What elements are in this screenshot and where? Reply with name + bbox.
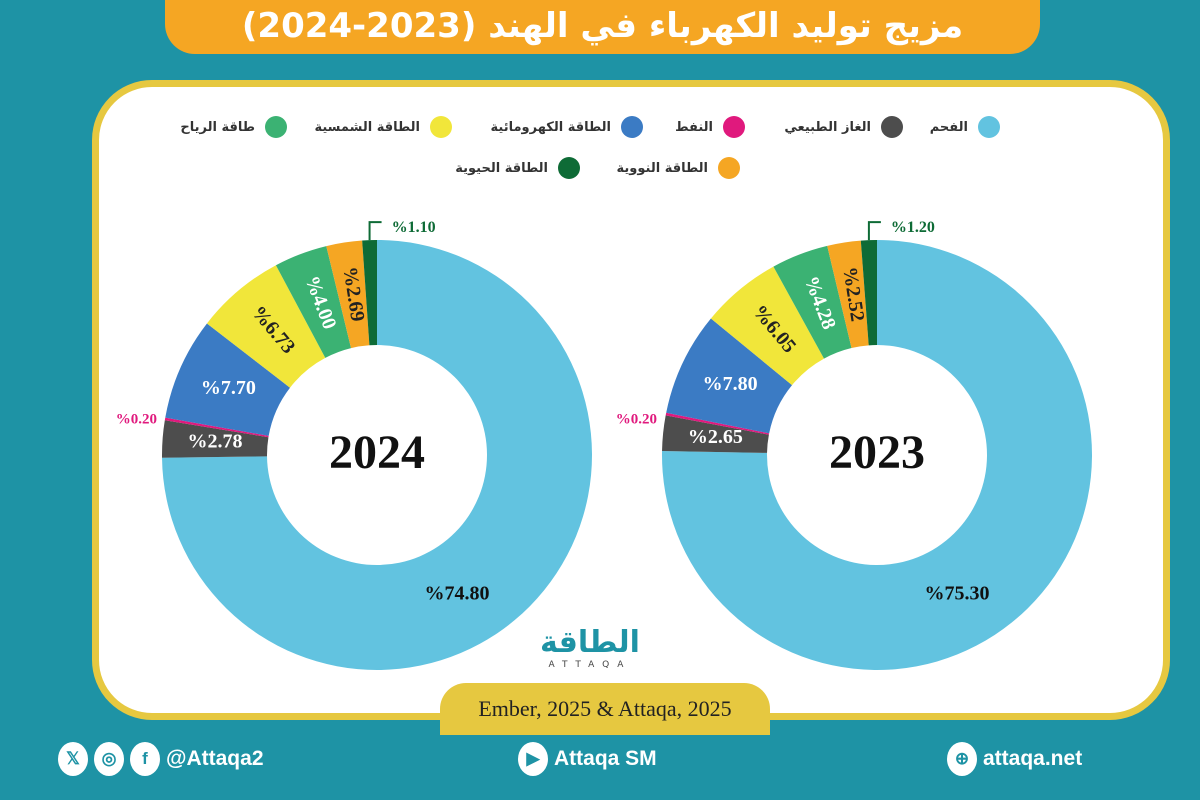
- donut-slice: [666, 318, 793, 434]
- youtube-link[interactable]: ▶ Attaqa SM: [518, 742, 657, 776]
- instagram-icon[interactable]: ◎: [94, 742, 124, 776]
- social-links: 𝕏 ◎ f @Attaqa2: [58, 742, 264, 776]
- donut-slice: [206, 265, 326, 388]
- legend-label: الطاقة الشمسية: [314, 119, 420, 135]
- donut-slice: [362, 240, 377, 346]
- legend-swatch: [265, 116, 287, 138]
- data-label: %1.20: [891, 219, 935, 236]
- facebook-icon[interactable]: f: [130, 742, 160, 776]
- donut-slice: [665, 412, 770, 435]
- legend-swatch: [723, 116, 745, 138]
- center-year-label: 2024: [329, 426, 425, 479]
- data-label: %2.78: [187, 430, 242, 452]
- youtube-channel: Attaqa SM: [554, 747, 657, 770]
- social-handle[interactable]: @Attaqa2: [166, 747, 264, 770]
- website-url: attaqa.net: [983, 747, 1083, 770]
- legend-label: الطاقة النووية: [616, 160, 708, 176]
- legend-item: الطاقة الحيوية: [455, 157, 580, 179]
- legend-label: الطاقة الكهرومائية: [490, 119, 611, 135]
- data-label: %0.20: [116, 411, 157, 427]
- donut-slice: [326, 240, 370, 349]
- data-label: %0.20: [616, 411, 657, 427]
- legend-swatch: [430, 116, 452, 138]
- donut-slice: [662, 415, 769, 453]
- donut-slice: [773, 245, 852, 359]
- legend-swatch: [558, 157, 580, 179]
- data-label: %1.10: [392, 219, 436, 236]
- logo-english: ATTAQA: [548, 660, 632, 670]
- data-label: %75.30: [925, 583, 990, 605]
- legend-item: الغاز الطبيعي: [784, 116, 903, 138]
- source-text: Ember, 2025 & Attaqa, 2025: [478, 696, 732, 721]
- donut-slice: [162, 240, 593, 670]
- donut-slice: [165, 323, 290, 436]
- donut-slice: [162, 420, 269, 458]
- data-label: %7.80: [703, 373, 758, 395]
- donut-slice: [860, 240, 877, 346]
- legend-label: الغاز الطبيعي: [784, 119, 871, 135]
- source-label: Ember, 2025 & Attaqa, 2025: [440, 683, 770, 735]
- legend-label: طاقة الرياح: [180, 119, 255, 135]
- legend-item: طاقة الرياح: [180, 116, 287, 138]
- globe-icon: ⊕: [947, 742, 977, 776]
- legend-swatch: [978, 116, 1000, 138]
- legend-label: الطاقة الحيوية: [455, 160, 548, 176]
- page-title: مزيج توليد الكهرباء في الهند (2023-2024): [241, 6, 964, 46]
- legend-label: النفط: [675, 119, 713, 135]
- legend-item: الطاقة الكهرومائية: [491, 116, 643, 138]
- donut-slice: [164, 417, 269, 438]
- legend-label: الفحم: [929, 119, 968, 135]
- data-label: %74.80: [425, 583, 490, 605]
- center-year-label: 2023: [829, 426, 925, 479]
- leader-line: [368, 221, 382, 241]
- data-label: %2.65: [688, 426, 743, 448]
- attaqa-logo: الطاقة ATTAQA: [540, 625, 640, 670]
- donut-slice: [827, 240, 869, 348]
- legend-swatch: [621, 116, 643, 138]
- legend-item: الفحم: [930, 116, 1000, 138]
- legend-item: الطاقة النووية: [617, 157, 740, 179]
- x-icon[interactable]: 𝕏: [58, 742, 88, 776]
- leader-line: [867, 221, 881, 241]
- title-banner: مزيج توليد الكهرباء في الهند (2023-2024): [165, 0, 1040, 54]
- donut-slice: [710, 266, 825, 386]
- youtube-icon: ▶: [518, 742, 548, 776]
- donut-slice: [662, 240, 1093, 670]
- legend-swatch: [718, 157, 740, 179]
- legend-item: النفط: [675, 116, 745, 138]
- donut-slice: [275, 246, 352, 358]
- logo-arabic: الطاقة: [540, 625, 640, 660]
- legend-swatch: [881, 116, 903, 138]
- website-link[interactable]: ⊕ attaqa.net: [947, 742, 1082, 776]
- legend-item: الطاقة الشمسية: [314, 116, 452, 138]
- data-label: %7.70: [201, 377, 256, 399]
